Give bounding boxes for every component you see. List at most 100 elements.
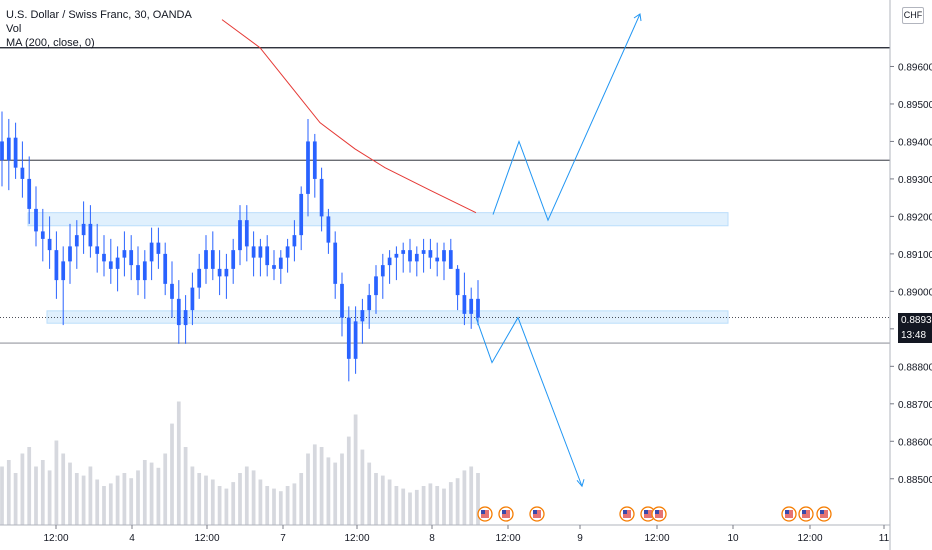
candle-body <box>299 193 304 236</box>
volume-bar <box>408 492 412 525</box>
candle-body <box>13 137 18 168</box>
volume-bar <box>414 489 419 525</box>
candle-body <box>27 178 32 209</box>
chart-legend: U.S. Dollar / Swiss Franc, 30, OANDA Vol… <box>6 8 192 50</box>
price-zone <box>46 310 729 324</box>
candle-body <box>272 265 276 269</box>
volume-bar <box>183 447 188 525</box>
symbol-title[interactable]: U.S. Dollar / Swiss Franc, 30, OANDA <box>6 9 192 21</box>
candle-body <box>156 242 161 254</box>
us-flag-canton <box>481 510 485 514</box>
volume-bar <box>476 473 480 525</box>
candle-body <box>176 298 181 326</box>
volume-bar <box>299 473 304 525</box>
us-flag-canton <box>644 510 648 514</box>
candle-body <box>455 268 460 296</box>
candle-body <box>333 242 338 284</box>
event-flag-icon[interactable] <box>651 506 667 522</box>
economic-event-icons[interactable] <box>477 506 832 522</box>
candle-body <box>326 216 331 243</box>
volume-bar <box>387 479 392 525</box>
volume-bar <box>95 479 100 525</box>
time-tick-label: 10 <box>727 533 739 544</box>
price-tick-label: 0.88500 <box>898 475 932 486</box>
event-flag-icon[interactable] <box>619 506 635 522</box>
event-flag-icon[interactable] <box>798 506 814 522</box>
candle-body <box>448 250 453 269</box>
volume-bar <box>367 462 372 525</box>
event-flag-icon[interactable] <box>498 506 514 522</box>
volume-bar <box>34 466 38 525</box>
volume-bar <box>204 475 208 525</box>
candle-body <box>204 250 208 269</box>
volume-bar <box>455 478 460 525</box>
candle-body <box>163 253 168 284</box>
candle-body <box>306 141 310 194</box>
candle-body <box>6 137 11 161</box>
volume-bar <box>47 470 52 525</box>
event-flag-icon[interactable] <box>477 506 493 522</box>
event-flag-icon[interactable] <box>781 506 797 522</box>
us-flag-canton <box>655 510 659 514</box>
volume-bar <box>319 447 324 525</box>
volume-bar <box>374 473 378 525</box>
price-tick-label: 0.89500 <box>898 100 932 111</box>
volume-bar <box>197 473 202 525</box>
volume-bar <box>142 460 147 525</box>
volume-bar <box>88 466 93 525</box>
time-tick-label: 12:00 <box>194 533 219 544</box>
volume-bar <box>244 466 249 525</box>
candlesticks <box>0 111 480 382</box>
volume-indicator-label[interactable]: Vol <box>6 23 22 35</box>
volume-bar <box>278 491 283 525</box>
time-tick-label: 4 <box>129 533 135 544</box>
support-resistance-zones <box>27 212 729 324</box>
candle-body <box>435 257 440 262</box>
time-tick-label: 12:00 <box>495 533 520 544</box>
volume-bar <box>258 479 263 525</box>
candle-body <box>68 246 72 262</box>
volume-bar <box>108 483 113 525</box>
volume-bar <box>136 470 140 525</box>
candle-body <box>40 231 45 239</box>
us-flag-canton <box>785 510 789 514</box>
currency-badge[interactable]: CHF <box>902 7 924 24</box>
candle-body <box>238 220 242 251</box>
candle-body <box>129 250 134 266</box>
price-tick-label: 0.89400 <box>898 137 932 148</box>
us-flag-canton <box>802 510 806 514</box>
volume-bar <box>115 475 120 525</box>
bearish-arrow-head <box>576 479 585 488</box>
volume-bar <box>210 479 215 525</box>
horizontal-lines <box>0 47 890 344</box>
candle-body <box>54 250 59 281</box>
time-tick-label: 9 <box>577 533 583 544</box>
event-flag-icon[interactable] <box>529 506 545 522</box>
bearish-projection-path <box>475 316 583 487</box>
moving-average-line <box>221 19 477 214</box>
projection-paths <box>475 13 642 488</box>
volume-bar <box>285 486 290 525</box>
candle-body <box>285 246 290 258</box>
candle-body <box>149 242 154 262</box>
event-flag-icon[interactable] <box>816 506 832 522</box>
volume-bar <box>428 483 433 525</box>
bullish-arrow-head <box>633 13 642 22</box>
candle-body <box>170 283 174 299</box>
volume-bar <box>326 457 331 525</box>
volume-bar <box>74 473 79 525</box>
time-tick-label: 12:00 <box>43 533 68 544</box>
time-tick-label: 12:00 <box>797 533 822 544</box>
ma-200-line <box>221 19 477 214</box>
volume-bar <box>163 453 168 525</box>
volume-bar <box>156 467 161 525</box>
candle-body <box>47 238 52 251</box>
candle-body <box>312 141 317 179</box>
candle-body <box>183 310 188 326</box>
candle-body <box>102 253 106 262</box>
candle-body <box>360 310 365 322</box>
ma-indicator-label[interactable]: MA (200, close, 0) <box>6 37 95 49</box>
volume-bar <box>292 483 297 525</box>
us-flag-canton <box>502 510 506 514</box>
